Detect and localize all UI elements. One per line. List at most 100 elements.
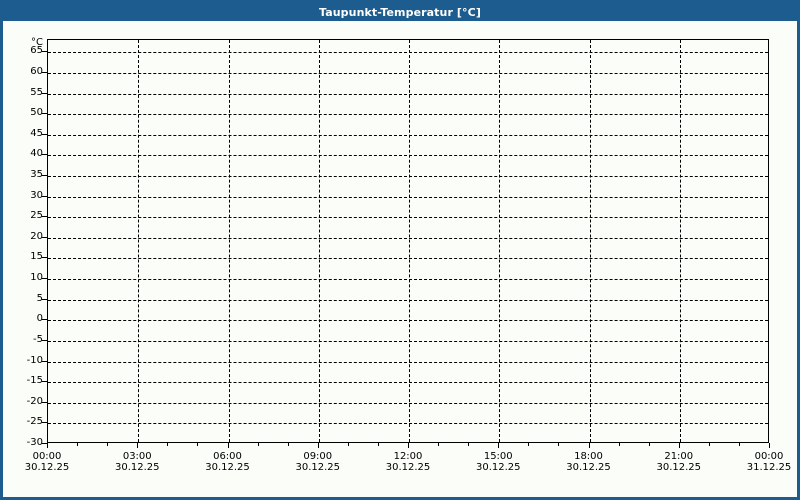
x-axis-tick — [227, 443, 229, 448]
x-axis-label-time: 00:00 — [32, 451, 62, 462]
x-axis-label-date: 30.12.25 — [566, 462, 611, 473]
gridline-horizontal — [48, 176, 768, 178]
x-axis-label-date: 30.12.25 — [24, 462, 70, 473]
x-axis-label-time: 15:00 — [483, 451, 513, 462]
x-axis-minor-tick — [468, 443, 470, 446]
gridline-vertical — [228, 40, 230, 442]
y-axis-label: 10 — [30, 272, 43, 284]
y-axis-label: 30 — [30, 189, 43, 201]
x-axis-label-date: 30.12.25 — [295, 462, 341, 473]
y-axis-label: -20 — [26, 395, 43, 407]
y-axis-tick — [42, 401, 47, 403]
y-axis-tick — [42, 443, 47, 444]
x-axis-label: 00:00 30.12.25 — [7, 451, 87, 473]
y-axis-tick — [42, 236, 47, 238]
gridline-vertical — [679, 40, 681, 442]
x-axis-tick — [769, 443, 770, 448]
y-axis-tick — [42, 113, 47, 115]
x-axis-minor-tick — [77, 443, 79, 446]
gridline-horizontal — [48, 320, 768, 322]
x-axis-minor-tick — [197, 443, 199, 446]
y-axis-tick — [42, 381, 47, 383]
gridline-horizontal — [48, 155, 768, 157]
y-axis-tick — [42, 257, 47, 259]
gridline-vertical — [589, 40, 591, 442]
x-axis-label-date: 30.12.25 — [656, 462, 702, 473]
x-axis-label: 03:00 30.12.25 — [97, 451, 177, 473]
x-axis-label-time: 09:00 — [303, 451, 333, 462]
gridline-vertical — [499, 40, 501, 442]
y-axis-tick — [42, 133, 47, 135]
chart-title-bar: Taupunkt-Temperatur [°C] — [3, 3, 797, 21]
gridline-horizontal — [48, 279, 768, 281]
x-axis-minor-tick — [708, 443, 710, 446]
gridline-horizontal — [48, 258, 768, 260]
x-axis-tick — [137, 443, 139, 448]
y-axis-label: -30 — [26, 437, 43, 448]
y-axis: °C 65 60 55 50 45 40 35 30 25 20 15 10 5 0 -5 -10 -15 -20… — [3, 3, 47, 503]
y-axis-tick — [42, 278, 47, 280]
gridline-vertical — [138, 40, 140, 442]
x-axis-label: 15:00 30.12.25 — [458, 451, 538, 473]
y-axis-unit-label: °C — [31, 37, 43, 49]
y-axis-tick — [42, 319, 47, 321]
x-axis-label: 18:00 30.12.25 — [549, 451, 629, 473]
x-axis-label-time: 12:00 — [393, 451, 423, 462]
y-axis-tick — [42, 154, 47, 156]
x-axis-label-time: 06:00 — [213, 451, 242, 462]
x-axis-minor-tick — [107, 443, 109, 446]
y-axis-label: 65 — [30, 45, 43, 57]
y-axis-label: 45 — [30, 127, 43, 139]
y-axis-label: 25 — [30, 210, 43, 222]
x-axis-label: 12:00 30.12.25 — [368, 451, 448, 473]
x-axis-label-date: 30.12.25 — [385, 462, 431, 473]
gridline-horizontal — [48, 402, 768, 404]
gridline-horizontal — [48, 114, 768, 116]
y-axis-tick — [42, 339, 47, 341]
gridline-horizontal — [48, 217, 768, 219]
x-axis-label-date: 31.12.25 — [746, 462, 792, 473]
y-axis-label: -15 — [26, 375, 43, 387]
gridline-horizontal — [48, 196, 768, 198]
gridline-horizontal — [48, 237, 768, 239]
y-axis-label: 20 — [30, 230, 43, 242]
x-axis-tick — [47, 443, 48, 448]
x-axis-minor-tick — [377, 443, 379, 446]
y-axis-tick — [42, 298, 47, 300]
y-axis-label: 60 — [30, 65, 43, 77]
x-axis-tick — [498, 443, 500, 448]
x-axis-label-time: 00:00 — [754, 451, 784, 462]
y-axis-label: -10 — [26, 354, 43, 366]
y-axis-label: 55 — [30, 86, 43, 98]
y-axis-tick — [42, 195, 47, 197]
y-axis-label: -25 — [26, 416, 43, 428]
y-axis-tick — [42, 51, 47, 53]
y-axis-tick — [42, 360, 47, 362]
x-axis-minor-tick — [558, 443, 560, 446]
x-axis-minor-tick — [438, 443, 440, 446]
y-axis-label: 40 — [30, 148, 43, 160]
gridline-vertical — [318, 40, 320, 442]
y-axis-label: -5 — [33, 333, 43, 345]
chart-title: Taupunkt-Temperatur [°C] — [319, 5, 481, 19]
y-axis-tick — [42, 175, 47, 177]
y-axis-label: 15 — [30, 251, 43, 263]
x-axis-minor-tick — [167, 443, 169, 446]
gridline-horizontal — [48, 52, 768, 54]
plot-area — [47, 39, 769, 443]
y-axis-tick — [42, 71, 47, 73]
x-axis-minor-tick — [257, 443, 259, 446]
x-axis-label-time: 21:00 — [664, 451, 694, 462]
x-axis-minor-tick — [528, 443, 530, 446]
gridline-horizontal — [48, 299, 768, 301]
x-axis-tick — [678, 443, 680, 448]
x-axis: 00:00 30.12.25 03:00 30.12.25 06:00 30.12.25 0… — [3, 3, 797, 497]
gridline-horizontal — [48, 93, 768, 95]
x-axis-minor-tick — [648, 443, 650, 446]
x-axis-label-date: 30.12.25 — [205, 462, 250, 473]
x-axis-label: 00:00 31.12.25 — [729, 451, 800, 473]
gridline-horizontal — [48, 423, 768, 425]
gridline-horizontal — [48, 382, 768, 384]
x-axis-label-date: 30.12.25 — [114, 462, 160, 473]
y-axis-label: 5 — [36, 292, 43, 304]
